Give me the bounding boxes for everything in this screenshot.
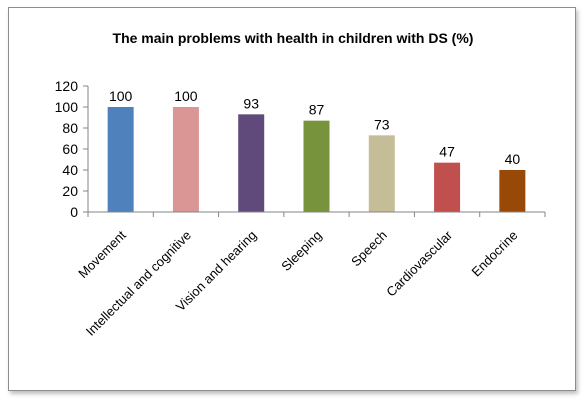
- y-tick-label: 40: [62, 162, 78, 178]
- x-tick-label: Endocrine: [468, 228, 520, 280]
- data-label: 100: [174, 88, 198, 104]
- bar: [499, 170, 526, 212]
- data-label: 73: [374, 116, 390, 132]
- y-tick-label: 100: [55, 99, 79, 115]
- x-tick-label: Sleeping: [278, 228, 324, 274]
- y-tick-label: 0: [70, 204, 78, 220]
- data-labels: 100 100 93 87 73 47 40: [109, 88, 520, 167]
- y-tick-label: 80: [62, 120, 78, 136]
- data-label: 40: [505, 151, 521, 167]
- x-tick-label: Intellectual and cognitive: [83, 228, 194, 339]
- bar: [107, 107, 134, 212]
- bars: [107, 107, 526, 212]
- y-axis: 0 20 40 60 80 100 120: [55, 78, 89, 220]
- bar: [238, 114, 265, 212]
- chart-title: The main problems with health in childre…: [112, 30, 474, 46]
- x-tick-label: Movement: [75, 227, 129, 281]
- data-label: 93: [243, 95, 259, 111]
- bar: [434, 162, 461, 212]
- bar: [368, 135, 395, 212]
- data-label: 47: [439, 144, 455, 160]
- x-tick-label: Speech: [348, 228, 390, 270]
- bar: [303, 120, 330, 212]
- y-tick-label: 60: [62, 141, 78, 157]
- data-label: 100: [109, 88, 133, 104]
- x-tick-label: Cardiovascular: [383, 227, 455, 299]
- bar: [172, 107, 199, 212]
- data-label: 87: [309, 102, 325, 118]
- chart-frame: [8, 7, 576, 391]
- y-tick-label: 20: [62, 183, 78, 199]
- y-tick-label: 120: [55, 78, 79, 94]
